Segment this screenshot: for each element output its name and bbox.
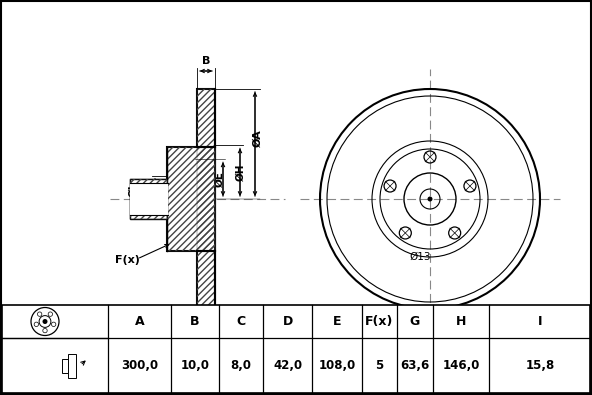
Text: 15,8: 15,8 (525, 359, 555, 372)
Text: B: B (202, 56, 210, 66)
Text: B: B (190, 315, 200, 328)
Text: D: D (118, 336, 127, 346)
Bar (197, 89, 215, 309)
Text: ØA: ØA (253, 130, 263, 147)
Circle shape (43, 319, 47, 324)
Bar (130, 179, 167, 219)
Text: E: E (333, 315, 341, 328)
Text: 8,0: 8,0 (230, 359, 252, 372)
Text: C (MTH): C (MTH) (219, 322, 269, 332)
Text: F(x): F(x) (115, 255, 140, 265)
Text: H: H (456, 315, 466, 328)
Bar (130, 179, 167, 219)
Text: ØG: ØG (145, 179, 155, 196)
Text: C: C (236, 315, 246, 328)
Bar (130, 183, 168, 215)
Text: ØE: ØE (215, 171, 225, 187)
Bar (62, 359, 68, 372)
Bar (197, 89, 215, 309)
Bar (2, 305, 590, 393)
Bar (167, 147, 215, 251)
Text: I: I (538, 315, 542, 328)
Text: 108,0: 108,0 (318, 359, 356, 372)
Text: ØI: ØI (129, 185, 139, 198)
Circle shape (427, 196, 433, 201)
Text: 300,0: 300,0 (121, 359, 158, 372)
Bar (68, 354, 76, 378)
Text: Ø13: Ø13 (410, 252, 431, 262)
Bar (167, 147, 215, 251)
Text: 63,6: 63,6 (400, 359, 430, 372)
Text: G: G (410, 315, 420, 328)
Text: A: A (135, 315, 144, 328)
Text: 146,0: 146,0 (442, 359, 480, 372)
Text: F(x): F(x) (365, 315, 394, 328)
Text: 10,0: 10,0 (181, 359, 210, 372)
Text: 42,0: 42,0 (273, 359, 302, 372)
Text: 5: 5 (375, 359, 384, 372)
Text: ØH: ØH (236, 164, 246, 181)
Text: D: D (282, 315, 292, 328)
